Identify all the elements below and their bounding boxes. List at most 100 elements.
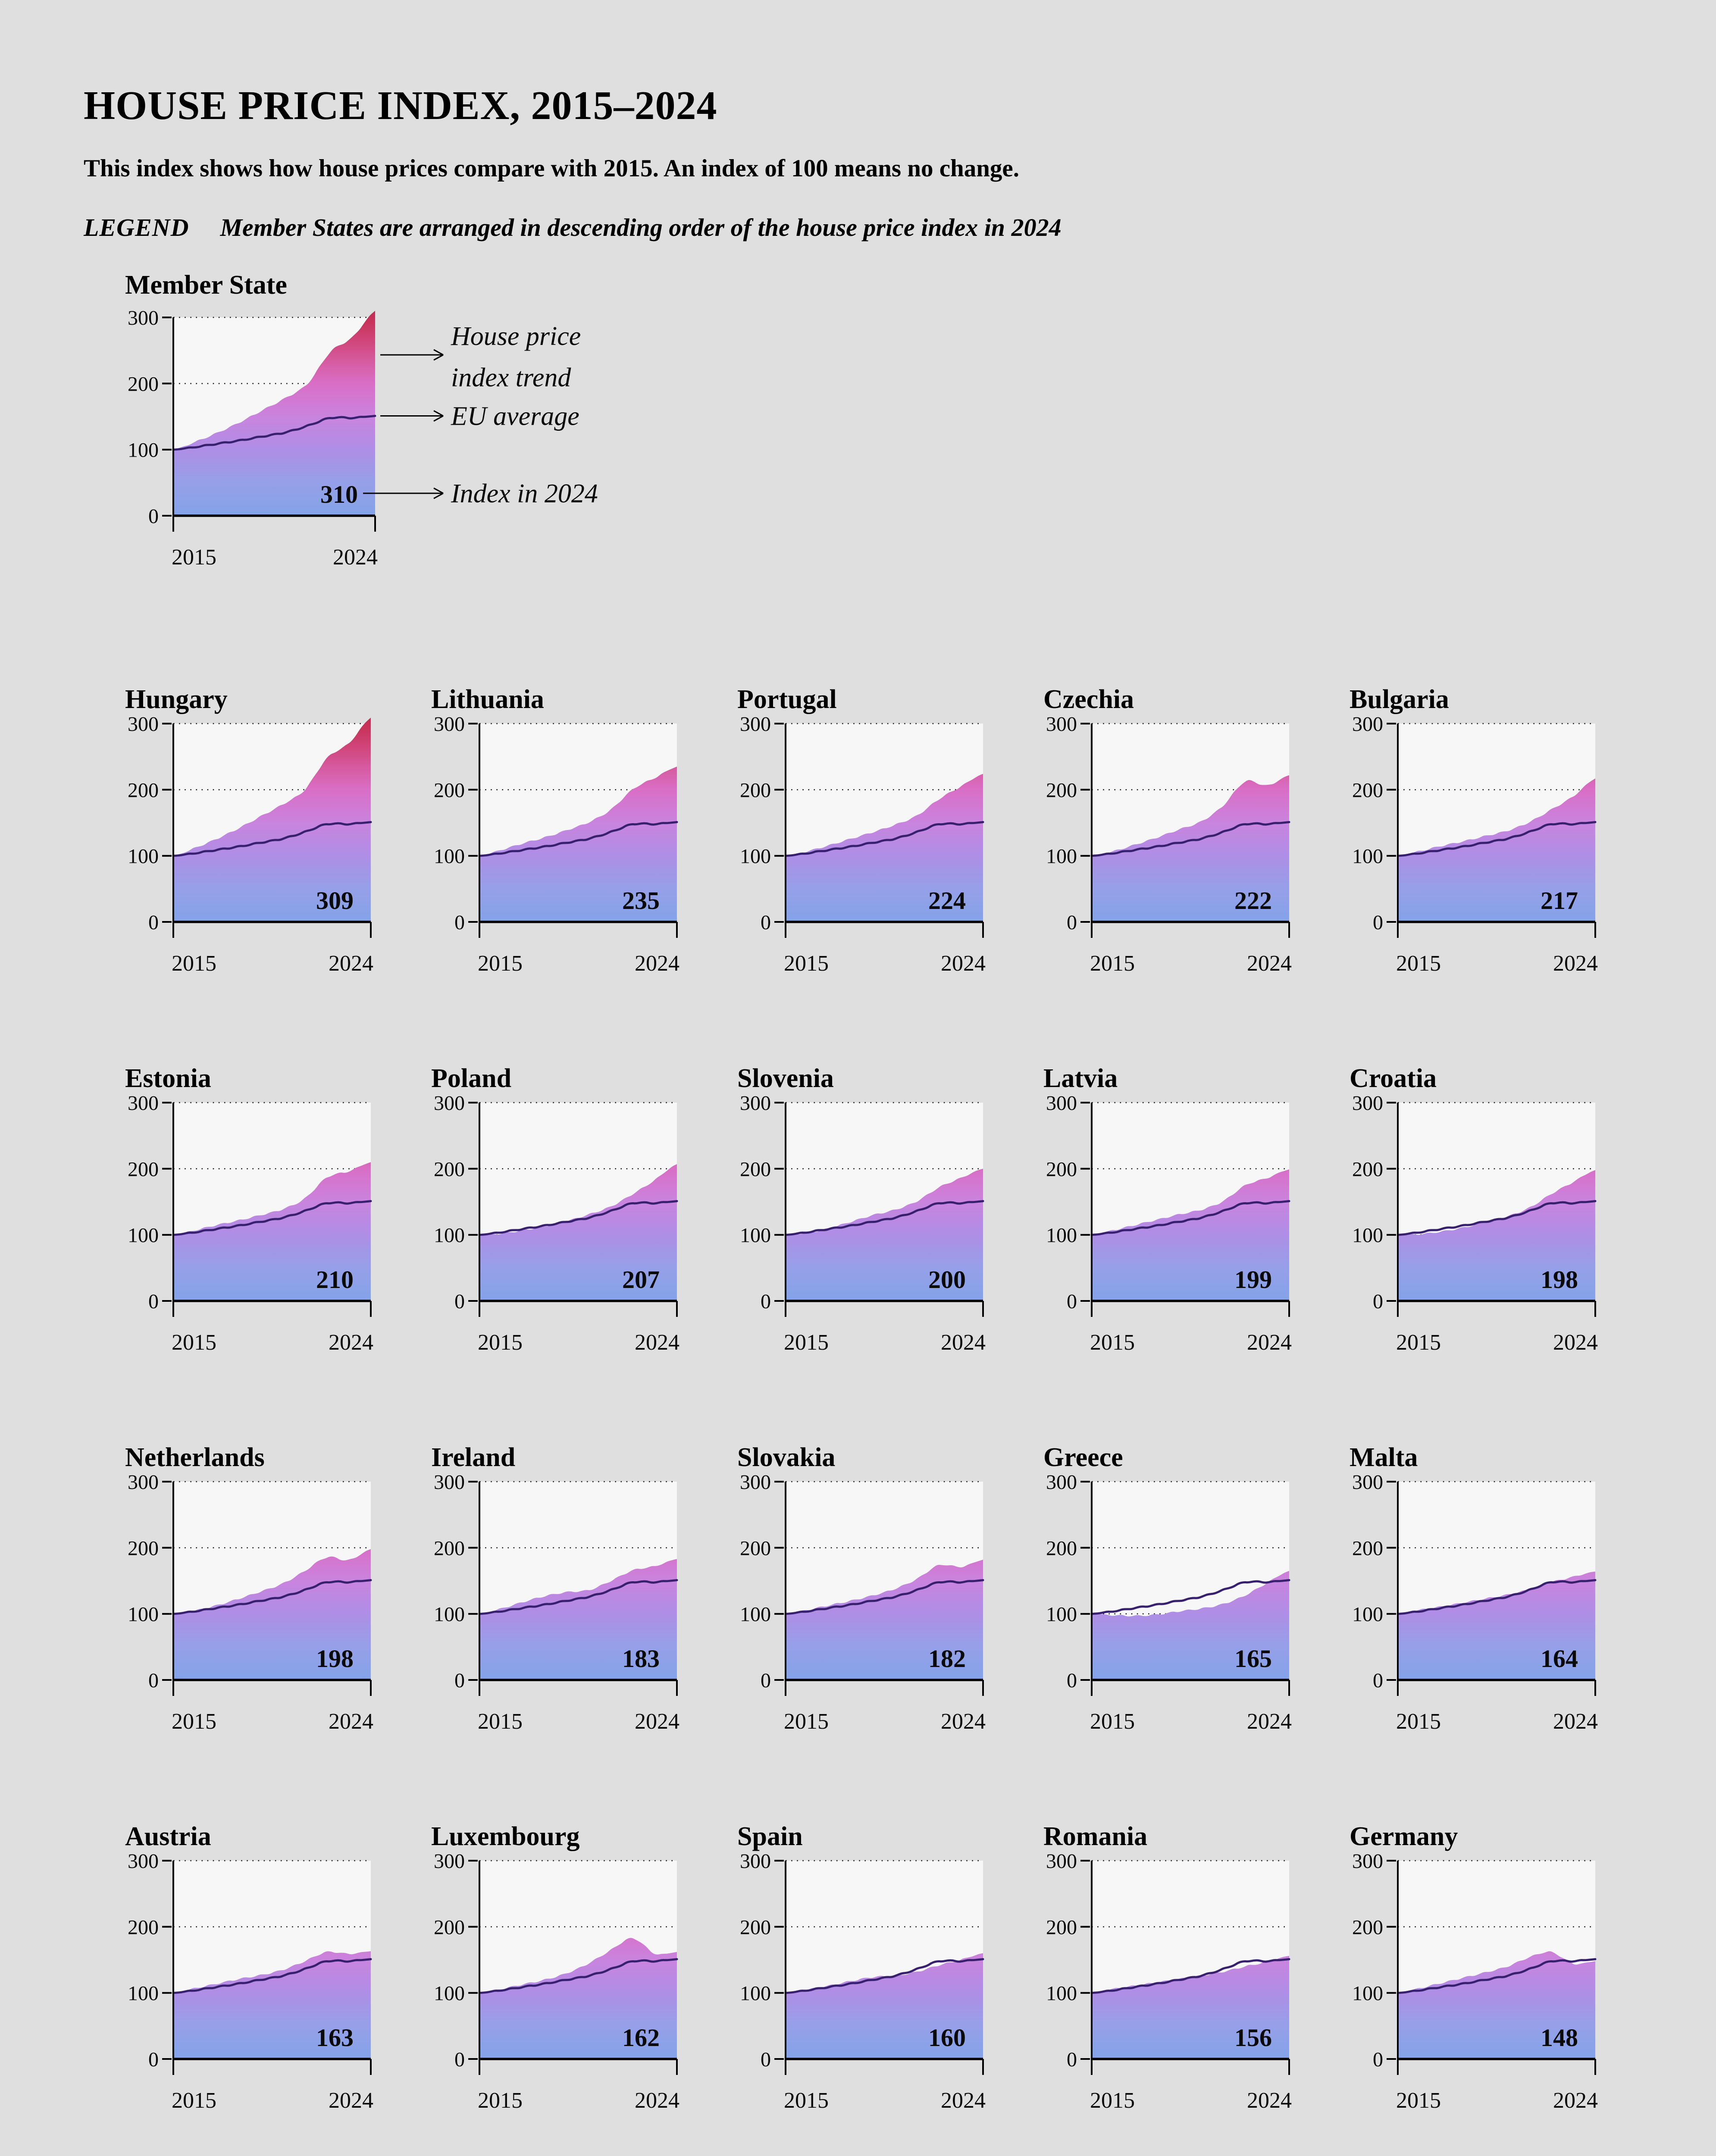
x-tick-label: 2024 [329, 1709, 373, 1734]
legend-note: Member States are arranged in descending… [220, 213, 1062, 241]
charts-grid: Hungary 0 100 200 300 2015 2024 309 Lithuania 0 10… [121, 677, 1651, 2156]
y-tick-label: 100 [1352, 1224, 1383, 1247]
country-title: Latvia [1043, 1064, 1118, 1093]
house-price-area [173, 718, 371, 922]
y-tick-label: 200 [128, 1158, 159, 1181]
country-chart-svg: 0 100 200 300 2015 2024 156 [1046, 1850, 1292, 2113]
index-2024-value: 310 [320, 480, 358, 508]
y-tick-label: 0 [148, 911, 159, 934]
eu-average-line [1397, 1579, 1597, 1615]
country-title: Slovenia [737, 1064, 834, 1093]
country-chart-cell: Netherlands 0 100 200 300 2015 2024 198 [121, 1435, 427, 1814]
y-tick-label: 300 [128, 1471, 159, 1494]
house-price-area [786, 1953, 983, 2059]
x-tick-label: 2015 [478, 1709, 523, 1734]
house-price-area [173, 1162, 371, 1301]
y-tick-label: 300 [1046, 1471, 1077, 1494]
house-price-area [479, 766, 677, 922]
x-tick-label: 2024 [1247, 2088, 1292, 2113]
house-price-area [479, 1164, 677, 1301]
country-chart-cell: Bulgaria 0 100 200 300 2015 2024 217 [1345, 677, 1651, 1056]
y-tick-label: 300 [128, 307, 159, 329]
y-tick-label: 300 [740, 1850, 771, 1873]
legend-row: LEGEND Member States are arranged in desc… [84, 213, 1062, 242]
legend-chart-block: Member State 0 100 200 300 2015 2024 310 House … [121, 270, 966, 586]
y-tick-label: 200 [740, 1537, 771, 1560]
y-tick-label: 300 [1352, 1471, 1383, 1494]
y-tick-label: 300 [128, 1850, 159, 1873]
x-tick-label: 2024 [941, 2088, 986, 2113]
country-chart-cell: Lithuania 0 100 200 300 2015 2024 235 [427, 677, 733, 1056]
house-price-area [1092, 775, 1289, 922]
y-tick-label: 300 [1352, 713, 1383, 736]
house-price-area [786, 774, 983, 922]
country-chart-cell: Malta 0 100 200 300 2015 2024 164 [1345, 1435, 1651, 1814]
x-tick-label: 2024 [635, 1330, 680, 1355]
x-tick-label: 2015 [172, 1330, 216, 1355]
house-price-area [173, 1549, 371, 1680]
eu-average-line [172, 821, 372, 857]
index-2024-value: 198 [1541, 1266, 1578, 1294]
eu-average-line [478, 1958, 678, 1994]
country-title: Slovakia [737, 1443, 836, 1472]
country-chart-svg: 0 100 200 300 2015 2024 162 [434, 1850, 680, 2113]
annotation-arrowhead [433, 410, 444, 417]
annotation-trend: House price [451, 322, 581, 351]
x-tick-label: 2015 [1396, 2088, 1441, 2113]
x-tick-label: 2015 [172, 1709, 216, 1734]
country-chart-cell: Romania 0 100 200 300 2015 2024 156 [1039, 1814, 1345, 2156]
legend-chart-svg: 0 100 200 300 2015 2024 310 House price index tr… [128, 307, 598, 570]
country-title: Malta [1350, 1443, 1418, 1472]
index-2024-value: 235 [622, 887, 660, 915]
x-tick-label: 2024 [333, 545, 378, 570]
x-tick-label: 2024 [941, 1330, 986, 1355]
country-chart-cell: Latvia 0 100 200 300 2015 2024 199 [1039, 1056, 1345, 1435]
x-tick-label: 2015 [172, 2088, 216, 2113]
index-2024-value: 148 [1541, 2024, 1578, 2052]
annotation-arrowhead [433, 415, 444, 422]
y-tick-label: 200 [1352, 779, 1383, 802]
x-tick-label: 2024 [1247, 1709, 1292, 1734]
x-tick-label: 2015 [784, 951, 829, 976]
y-tick-label: 100 [1046, 1603, 1077, 1626]
x-tick-label: 2024 [1553, 1709, 1598, 1734]
country-chart-svg: 0 100 200 300 2015 2024 148 [1352, 1850, 1598, 2113]
y-tick-label: 100 [740, 1603, 771, 1626]
country-chart-svg: 0 100 200 300 2015 2024 210 [128, 1092, 373, 1355]
y-tick-label: 100 [1352, 1982, 1383, 2005]
y-tick-label: 100 [1352, 845, 1383, 868]
country-title: Austria [125, 1822, 211, 1851]
annotation-arrowhead [433, 492, 444, 499]
country-title: Spain [737, 1822, 803, 1851]
y-tick-label: 100 [128, 845, 159, 868]
y-tick-label: 300 [434, 1092, 465, 1115]
x-tick-label: 2024 [329, 1330, 373, 1355]
y-tick-label: 0 [1373, 2048, 1383, 2071]
x-tick-label: 2015 [1090, 2088, 1135, 2113]
country-chart-svg: 0 100 200 300 2015 2024 164 [1352, 1471, 1598, 1734]
y-tick-label: 0 [454, 1669, 465, 1692]
index-2024-value: 163 [316, 2024, 354, 2052]
country-chart-svg: 0 100 200 300 2015 2024 163 [128, 1850, 373, 2113]
country-chart-cell: Croatia 0 100 200 300 2015 2024 198 [1345, 1056, 1651, 1435]
eu-average-line [1397, 1958, 1597, 1994]
house-price-area [1092, 1571, 1289, 1680]
house-price-area [173, 1951, 371, 2059]
eu-average-line [1090, 1958, 1290, 1994]
country-title: Romania [1043, 1822, 1148, 1851]
eu-average-line [1090, 1200, 1290, 1236]
index-2024-value: 207 [622, 1266, 660, 1294]
x-tick-label: 2015 [1090, 951, 1135, 976]
y-tick-label: 0 [148, 1290, 159, 1313]
country-title: Poland [431, 1064, 512, 1093]
y-tick-label: 300 [434, 713, 465, 736]
eu-average-line [1090, 1579, 1290, 1615]
y-tick-label: 200 [434, 1916, 465, 1939]
y-tick-label: 200 [1046, 779, 1077, 802]
y-tick-label: 100 [1046, 845, 1077, 868]
country-chart-svg: 0 100 200 300 2015 2024 207 [434, 1092, 680, 1355]
y-tick-label: 100 [1046, 1224, 1077, 1247]
y-tick-label: 0 [1373, 911, 1383, 934]
x-tick-label: 2024 [1553, 951, 1598, 976]
country-chart-cell: Estonia 0 100 200 300 2015 2024 210 [121, 1056, 427, 1435]
